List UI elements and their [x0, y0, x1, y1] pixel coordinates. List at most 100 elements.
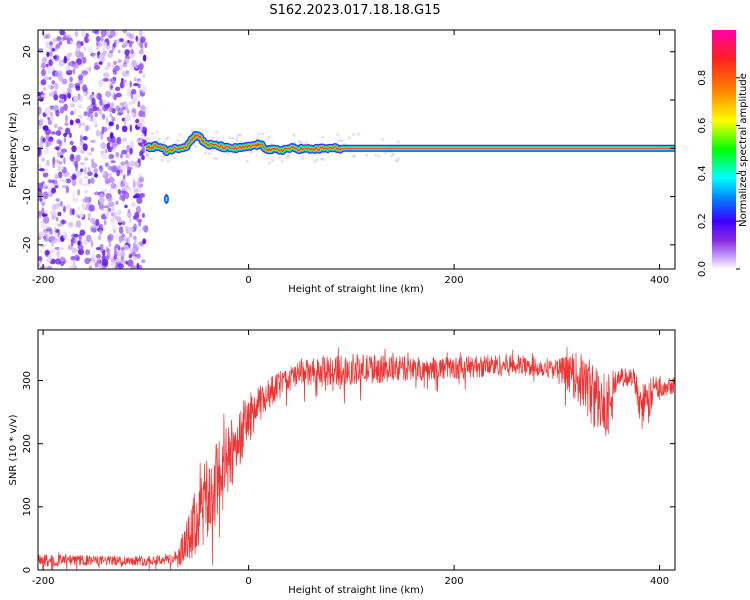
faint-speckle	[235, 139, 239, 143]
noise-speckle	[128, 226, 134, 233]
noise-speckle	[136, 218, 143, 223]
noise-speckle	[113, 39, 117, 45]
noise-speckle	[63, 205, 66, 213]
noise-speckle	[99, 167, 105, 173]
noise-speckle	[59, 154, 64, 159]
noise-speckle	[72, 68, 76, 75]
noise-speckle	[69, 76, 73, 83]
noise-speckle	[63, 57, 68, 64]
faint-speckle	[245, 159, 249, 163]
noise-speckle	[65, 185, 69, 194]
noise-speckle	[38, 182, 44, 191]
faint-speckle	[277, 156, 281, 160]
spectrogram-panel: -200 0 200 400 -20 -10 0 10 20 Height of straig…	[8, 29, 676, 295]
noise-speckle	[98, 61, 103, 65]
noise-speckle	[105, 117, 109, 123]
noise-speckle	[81, 30, 86, 38]
noise-speckle	[125, 104, 128, 111]
faint-speckle	[216, 138, 220, 142]
noise-speckle	[116, 169, 120, 177]
noise-speckle	[81, 198, 88, 202]
noise-speckle	[133, 235, 137, 240]
noise-speckle	[133, 256, 139, 260]
noise-speckle	[125, 260, 128, 265]
noise-speckle	[97, 234, 102, 241]
noise-speckle	[121, 125, 128, 133]
noise-speckle	[129, 124, 133, 133]
noise-speckle	[121, 221, 126, 226]
snr-x-label: Height of straight line (km)	[288, 585, 424, 596]
noise-speckle	[134, 93, 140, 99]
noise-speckle	[115, 92, 122, 98]
noise-speckle	[53, 55, 57, 60]
noise-speckle	[92, 118, 97, 125]
noise-speckle	[123, 244, 129, 251]
colorbar-tick-label: 0.8	[697, 70, 708, 86]
faint-speckle	[267, 136, 271, 139]
noise-speckle	[141, 225, 146, 231]
faint-speckle	[204, 151, 208, 155]
noise-speckle	[56, 159, 59, 164]
faint-speckle	[286, 154, 290, 158]
noise-speckle	[63, 103, 68, 112]
noise-speckle	[122, 137, 128, 142]
noise-speckle	[56, 250, 61, 258]
noise-speckle	[110, 102, 114, 108]
page-title: S162.2023.017.18.18.G15	[269, 3, 440, 18]
faint-speckle	[292, 133, 296, 137]
noise-speckle	[76, 40, 82, 49]
noise-speckle	[57, 165, 61, 172]
faint-speckle	[315, 159, 319, 162]
noise-speckle	[45, 141, 49, 149]
noise-speckle	[116, 250, 122, 257]
noise-speckle	[70, 256, 76, 261]
x-tick-label: -200	[32, 275, 55, 286]
noise-speckle	[83, 242, 89, 246]
snr-background	[38, 330, 675, 570]
noise-speckle	[136, 180, 141, 187]
noise-speckle	[55, 198, 60, 202]
y-tick-label: 0	[22, 145, 33, 151]
noise-speckle	[126, 87, 132, 94]
noise-speckle	[57, 223, 63, 227]
noise-speckle	[64, 127, 71, 135]
faint-speckle	[396, 157, 400, 161]
noise-speckle	[123, 118, 127, 127]
noise-speckle	[46, 141, 50, 148]
noise-speckle	[133, 195, 138, 199]
spectrogram-y-ticks: -20 -10 0 10 20	[22, 45, 675, 253]
noise-speckle	[71, 175, 74, 181]
noise-speckle	[109, 30, 116, 37]
noise-speckle	[122, 61, 128, 68]
noise-speckle	[38, 168, 45, 172]
noise-speckle	[77, 114, 84, 119]
noise-speckle	[49, 117, 55, 121]
noise-speckle	[73, 95, 79, 103]
spectral-blob-core	[165, 196, 168, 202]
noise-speckle	[102, 50, 106, 57]
noise-speckle	[71, 179, 77, 186]
colorbar-tick-label: 0.2	[697, 213, 708, 229]
noise-speckle	[49, 248, 55, 254]
noise-speckle	[102, 249, 106, 257]
noise-speckle	[116, 209, 122, 216]
noise-speckle	[81, 183, 88, 187]
noise-speckle	[83, 166, 88, 175]
noise-speckle	[38, 250, 44, 253]
noise-speckle	[67, 244, 73, 250]
noise-speckle	[40, 118, 44, 126]
noise-speckle	[118, 235, 123, 243]
noise-speckle	[61, 78, 68, 85]
noise-speckle	[43, 92, 47, 99]
noise-speckle	[127, 169, 131, 176]
noise-speckle	[69, 102, 73, 108]
noise-speckle	[67, 69, 73, 74]
noise-speckle	[64, 122, 69, 126]
noise-speckle	[95, 253, 102, 259]
noise-speckle	[42, 172, 49, 178]
noise-speckle	[41, 202, 46, 207]
noise-speckle	[38, 147, 41, 155]
noise-speckle	[108, 153, 115, 160]
noise-speckle	[96, 92, 102, 100]
noise-speckle	[38, 91, 41, 97]
